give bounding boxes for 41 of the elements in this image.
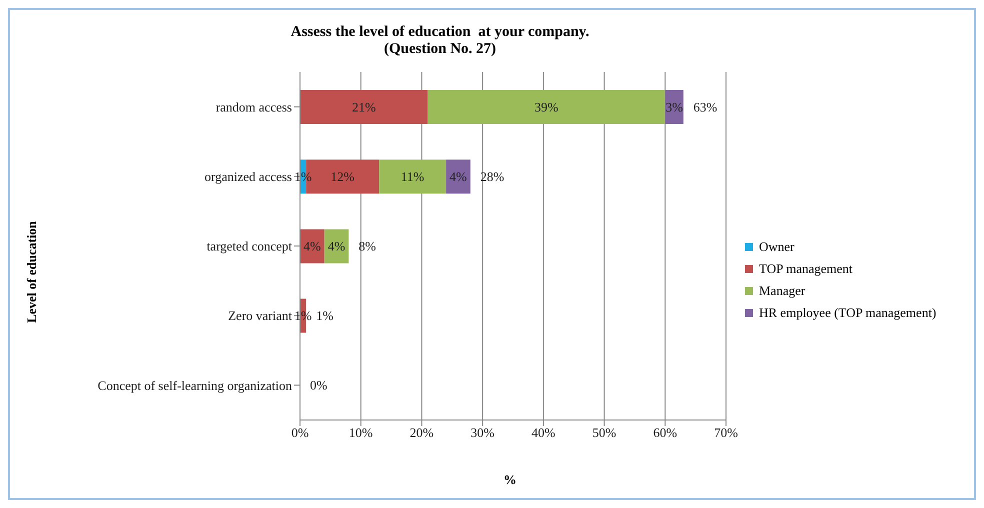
data-label: 21% [352,99,376,114]
legend-label: TOP management [759,260,853,278]
x-tick-label: 40% [532,425,556,440]
legend-label: Owner [759,238,794,256]
total-label: 0% [310,378,328,393]
y-tick-label: organized access [204,169,292,184]
data-label: 4% [450,168,468,184]
data-label: 11% [400,168,424,184]
x-tick-label: 0% [291,425,309,440]
bar [379,160,446,194]
bar [300,229,324,264]
bar [665,90,684,124]
x-axis-title: % [504,472,516,488]
data-label: 1% [294,168,312,184]
total-label: 1% [316,308,334,324]
x-tick-label: 60% [653,425,678,440]
data-label: 4% [328,238,346,254]
x-tick-label: 20% [410,425,434,440]
data-label: 12% [330,168,355,184]
x-tick-label: 70% [714,425,738,440]
x-tick-label: 10% [348,425,373,440]
x-tick-label: 30% [470,425,495,440]
bar [428,90,666,124]
legend-label: Manager [759,282,806,300]
y-axis-title: Level of education [24,221,40,323]
y-tick-label: targeted concept [206,238,292,254]
data-label: 3% [666,99,684,114]
x-tick-label: 50% [592,425,616,440]
chart-title: Assess the level of education at your company. (Question No. 27) [290,24,590,58]
data-label: 39% [534,99,559,114]
bar [324,229,349,264]
total-label: 8% [358,238,376,254]
y-tick-label: Zero variant [228,308,292,324]
legend-label: HR employee (TOP management) [759,304,936,322]
y-tick-label: Concept of self-learning organization [98,378,292,393]
bar [446,160,470,194]
data-label: 4% [304,238,321,254]
total-label: 28% [480,168,504,184]
y-tick-label: random access [216,99,292,114]
bar [300,90,428,124]
total-label: 63% [693,99,718,114]
